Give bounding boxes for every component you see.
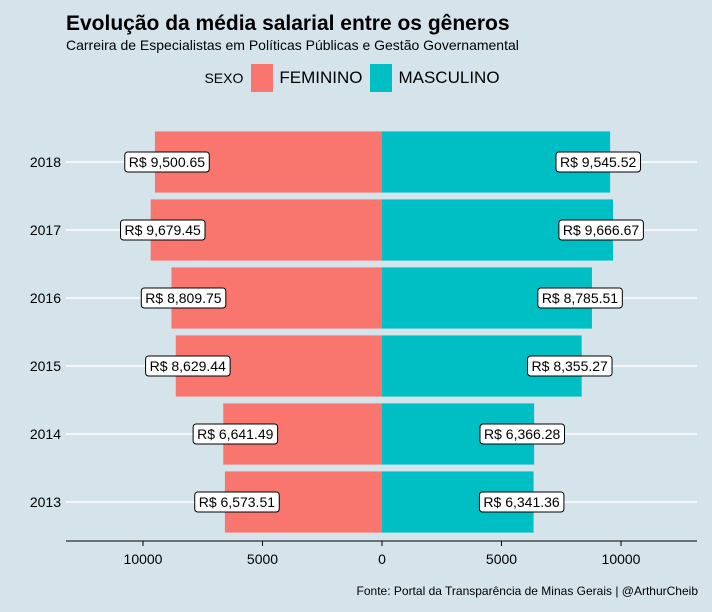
legend-title: SEXO	[204, 70, 244, 86]
legend-label-feminino: FEMININO	[279, 68, 363, 87]
x-tick-label-1: 5000	[247, 551, 278, 567]
data-label-feminino-2018: R$ 9,500.65	[129, 154, 205, 170]
data-label-masculino-2018: R$ 9,545.52	[560, 154, 636, 170]
y-tick-label-2013: 2013	[30, 494, 61, 510]
data-label-masculino-2015-box	[527, 355, 613, 377]
legend-key-feminino	[251, 64, 274, 92]
x-tick-label-2: 0	[378, 551, 386, 567]
x-tick-label-3: 5000	[486, 551, 517, 567]
y-tick-label-2015: 2015	[30, 358, 61, 374]
data-label-feminino-2017: R$ 9,679.45	[125, 222, 201, 238]
data-label-masculino-2014: R$ 6,366.28	[484, 426, 560, 442]
data-label-feminino-2014: R$ 6,641.49	[197, 426, 273, 442]
data-label-feminino-2015-box	[145, 355, 231, 377]
data-label-masculino-2013: R$ 6,341.36	[483, 494, 559, 510]
legend-key-masculino	[370, 64, 393, 92]
data-label-masculino-2015: R$ 8,355.27	[532, 358, 608, 374]
data-label-masculino-2016-box	[537, 287, 623, 309]
data-label-feminino-2014-box	[192, 423, 279, 445]
data-label-feminino-2017-box	[120, 219, 206, 241]
y-tick-label-2016: 2016	[30, 290, 61, 306]
y-tick-label-2017: 2017	[30, 222, 61, 238]
data-label-masculino-2016: R$ 8,785.51	[542, 290, 618, 306]
data-label-feminino-2016-box	[140, 287, 227, 309]
data-label-masculino-2017: R$ 9,666.67	[563, 222, 639, 238]
chart-caption: Fonte: Portal da Transparência de Minas …	[356, 584, 698, 598]
data-label-masculino-2018-box	[555, 151, 641, 173]
y-tick-label-2014: 2014	[30, 426, 61, 442]
x-tick-label-0: 10000	[124, 551, 163, 567]
legend: SEXO FEMININO MASCULINO	[0, 64, 712, 92]
y-tick-label-2018: 2018	[30, 154, 61, 170]
x-tick-label-4: 10000	[602, 551, 641, 567]
data-label-feminino-2018-box	[124, 151, 210, 173]
legend-label-masculino: MASCULINO	[398, 68, 500, 87]
data-label-masculino-2014-box	[479, 423, 566, 445]
data-label-feminino-2013-box	[194, 491, 280, 513]
data-label-feminino-2015: R$ 8,629.44	[150, 358, 226, 374]
data-label-masculino-2013-box	[478, 491, 565, 513]
chart-title: Evolução da média salarial entre os gêne…	[66, 12, 510, 35]
data-label-masculino-2017-box	[558, 219, 644, 241]
data-label-feminino-2013: R$ 6,573.51	[199, 494, 275, 510]
data-label-feminino-2016: R$ 8,809.75	[145, 290, 221, 306]
chart-subtitle: Carreira de Especialistas em Políticas P…	[66, 37, 519, 53]
